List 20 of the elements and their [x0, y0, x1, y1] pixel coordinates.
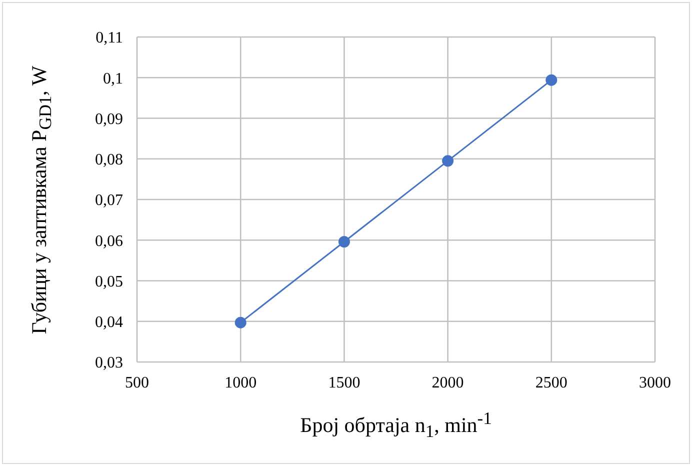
point — [442, 155, 454, 167]
x-tick-label: 2000 — [432, 374, 464, 392]
x-tick-label: 1000 — [224, 374, 257, 392]
y-tick-label: 0,09 — [95, 110, 123, 128]
point — [546, 74, 558, 86]
x-tick-label: 500 — [125, 374, 149, 392]
y-tick-label: 0,07 — [95, 192, 123, 210]
point — [234, 316, 246, 328]
y-tick-label: 0,04 — [95, 314, 123, 332]
x-tick-label: 2500 — [535, 374, 568, 392]
x-tick-label: 3000 — [639, 374, 671, 392]
y-tick-label: 0,06 — [95, 232, 123, 250]
y-tick-label: 0,08 — [95, 152, 123, 169]
y-tick-label: 0,1 — [103, 70, 123, 88]
point — [338, 236, 350, 248]
x-tick-label: 1500 — [328, 374, 360, 392]
x-axis-title: Број обртаја n$_{1}$, min$^{-1}$ — [299, 408, 493, 442]
y-tick-label: 0,05 — [95, 273, 123, 290]
y-tick-label: 0,03 — [95, 354, 123, 372]
y-tick-label: 0,11 — [96, 30, 123, 47]
